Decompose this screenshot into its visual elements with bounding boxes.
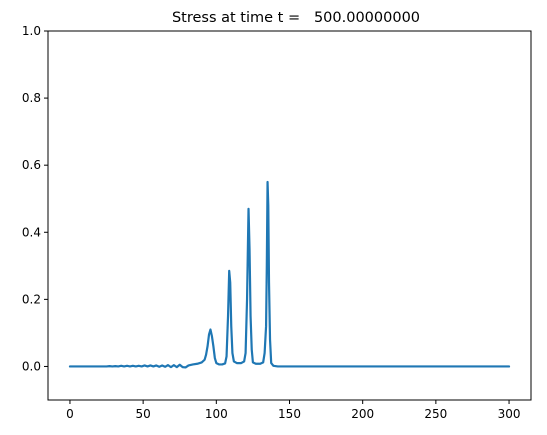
series-layer — [68, 180, 511, 369]
x-tick-label: 300 — [498, 407, 521, 421]
x-tick-label: 0 — [66, 407, 74, 421]
x-tick-label: 200 — [351, 407, 374, 421]
x-tick-label: 250 — [424, 407, 447, 421]
y-tick-label: 0.2 — [22, 292, 41, 306]
x-tick-label: 50 — [135, 407, 150, 421]
plot-background — [48, 31, 531, 400]
plot-area — [48, 31, 531, 400]
chart-title: Stress at time t = 500.00000000 — [172, 10, 420, 26]
x-axis-ticks: 0 50 100 150 200 250 300 — [66, 400, 520, 421]
y-axis-ticks: 0.0 0.2 0.4 0.6 0.8 1.0 — [22, 24, 48, 373]
x-tick-label: 100 — [205, 407, 228, 421]
y-tick-label: 0.4 — [22, 225, 41, 239]
stress-series-line-0 — [68, 180, 511, 369]
y-tick-label: 0.6 — [22, 158, 41, 172]
y-tick-label: 0.8 — [22, 91, 41, 105]
y-tick-label: 1.0 — [22, 24, 41, 38]
y-tick-label: 0.0 — [22, 359, 41, 373]
x-tick-label: 150 — [278, 407, 301, 421]
